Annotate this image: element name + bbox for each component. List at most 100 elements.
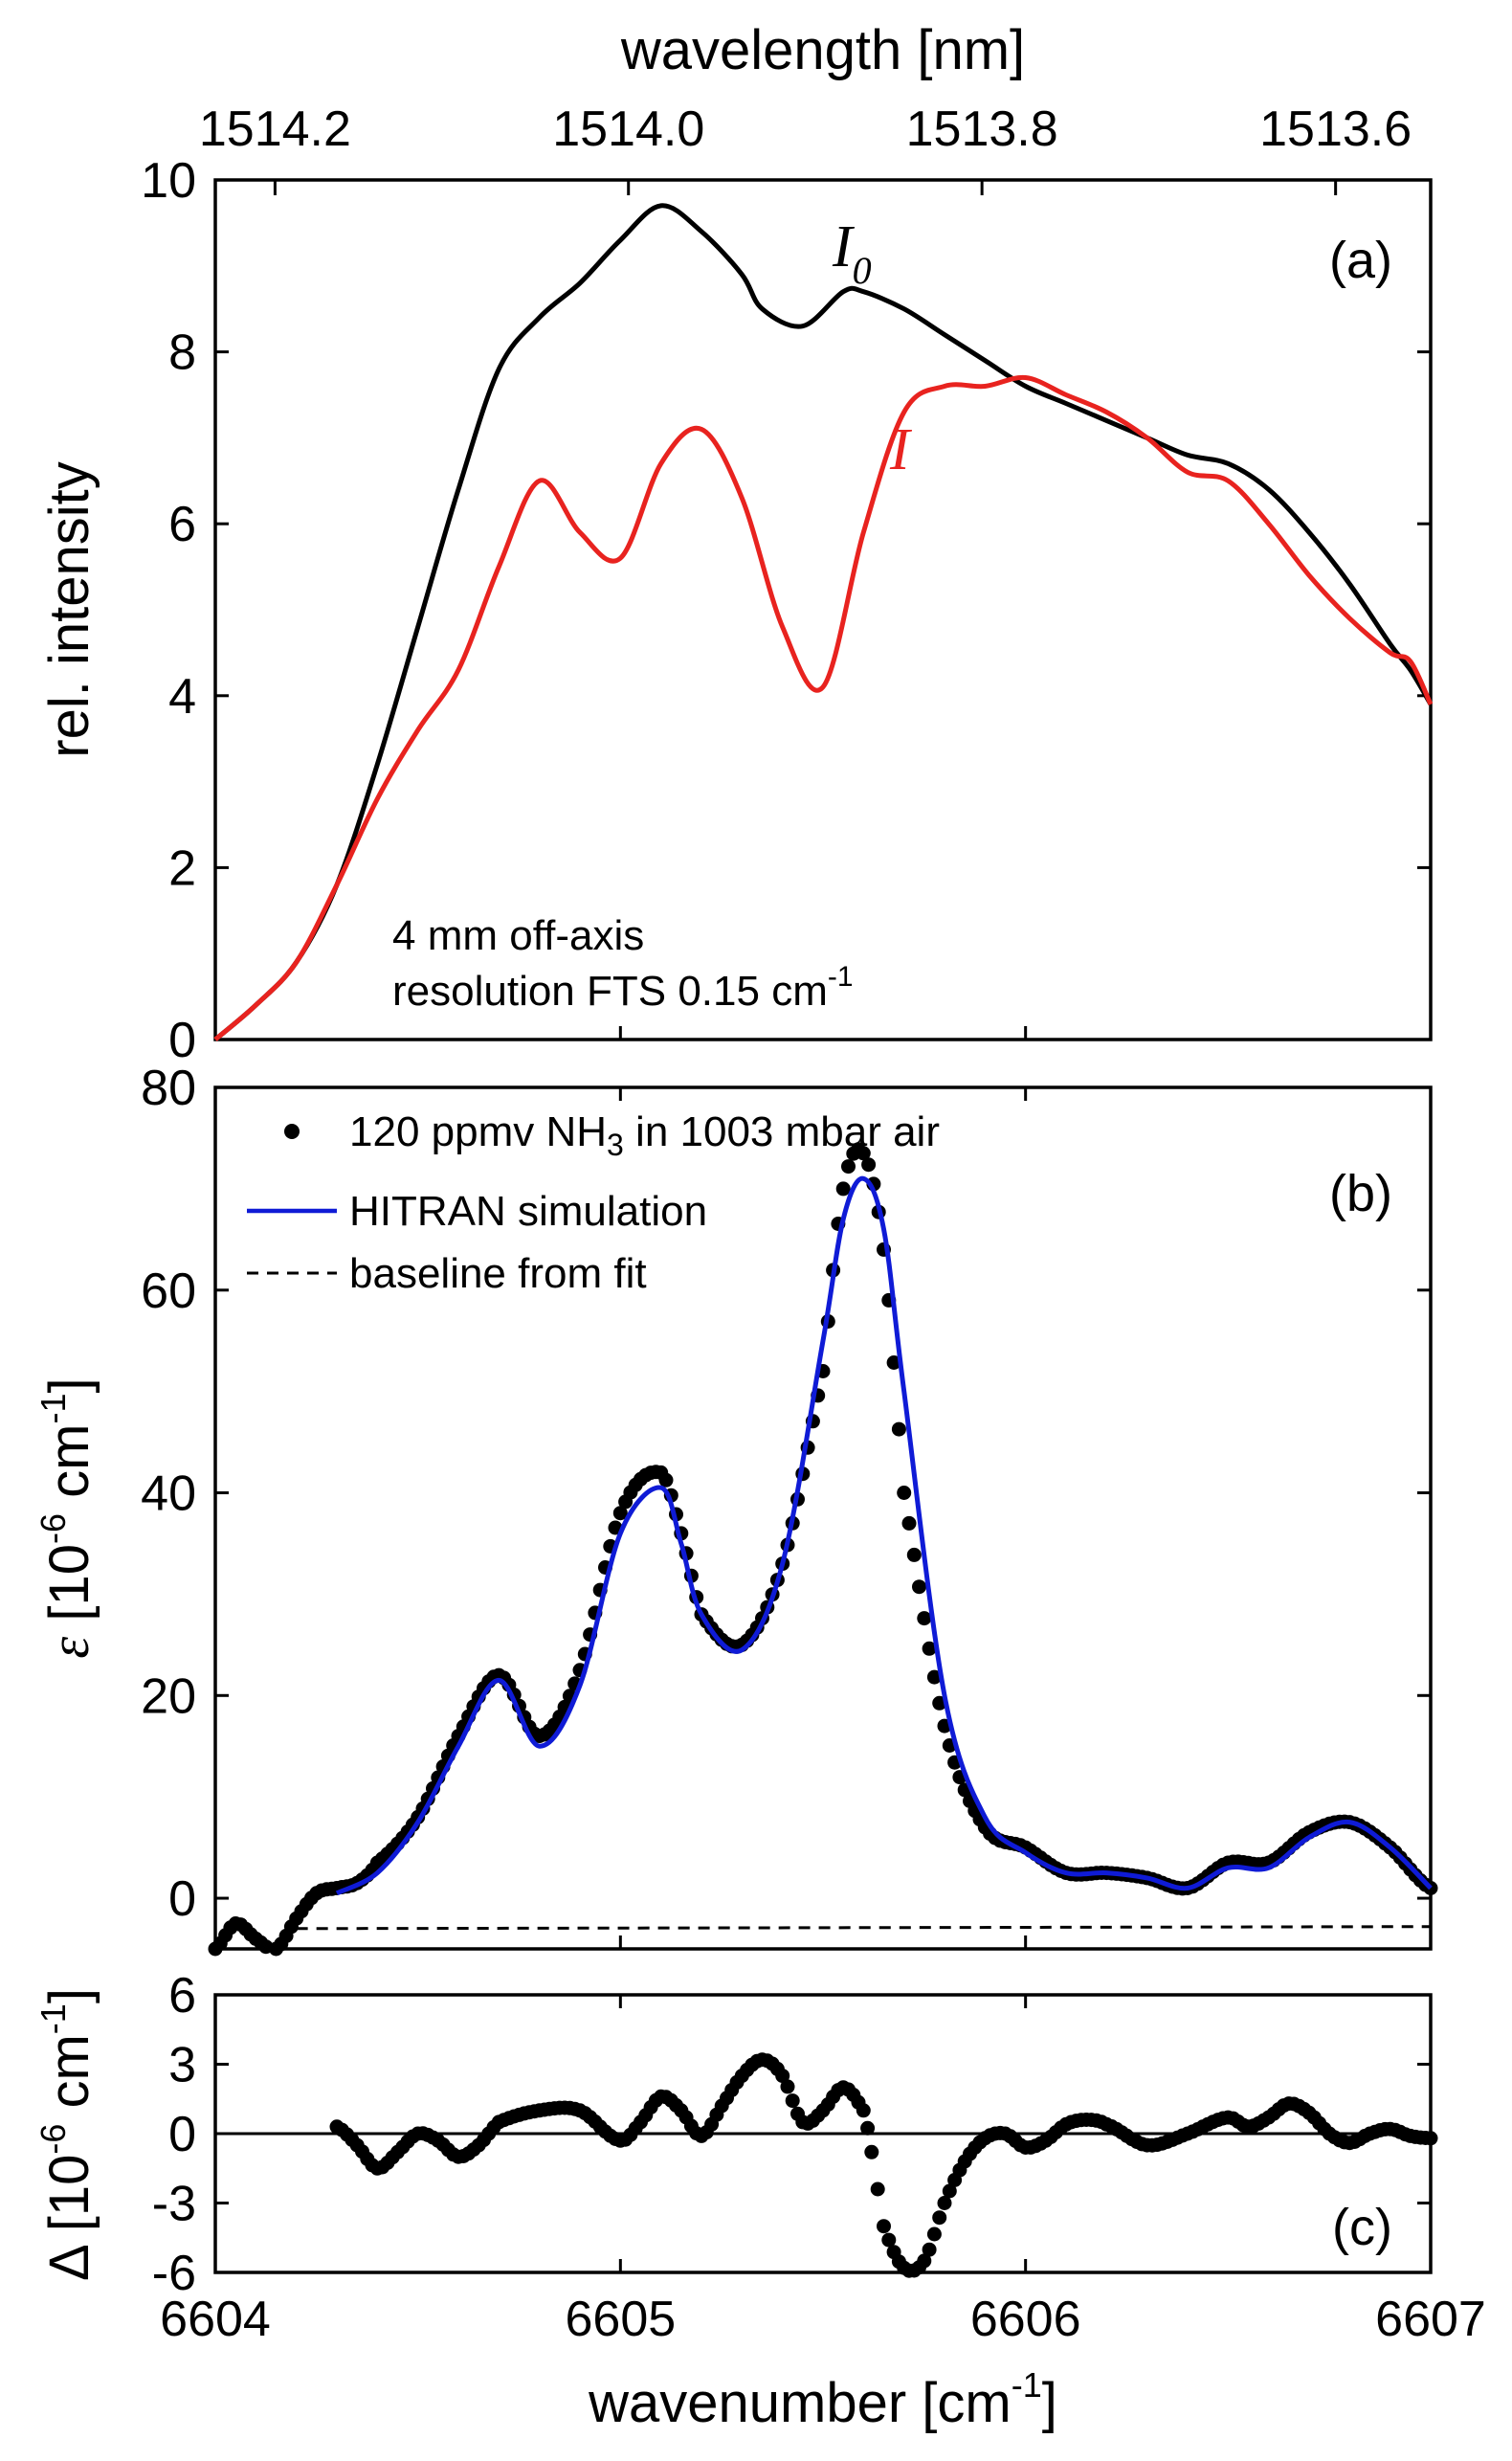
panel-c-point	[917, 2253, 932, 2269]
panel-b-point	[922, 1641, 937, 1656]
panel-a-label: (a)	[1329, 232, 1392, 289]
panel-c-ytick-label: -3	[152, 2177, 196, 2232]
ylabel-c-unit: cm	[38, 2034, 100, 2108]
ylabel-c-sup2: -1	[33, 2003, 73, 2034]
panel-c-label: (c)	[1332, 2199, 1392, 2256]
legend-dot-marker	[284, 1124, 300, 1139]
bottom-axis-title-sup: -1	[1012, 2365, 1042, 2405]
curve-label-i-main: I	[889, 417, 913, 482]
panel-a-frame	[213, 178, 1433, 1041]
panel-b-ticks: 0 20 40 60 80	[141, 1061, 1433, 1949]
bottom-axis-title-end: ]	[1042, 2372, 1057, 2434]
panel-b-ytick-label: 40	[141, 1466, 196, 1522]
bottom-xtick-label: 6607	[1375, 2292, 1486, 2347]
panel-c-point	[856, 2103, 871, 2118]
panel-b-point	[901, 1515, 917, 1531]
legend-measurement-sub: 3	[607, 1128, 624, 1162]
panel-c-ytick-label: 6	[168, 1968, 196, 2024]
panel-c-point	[870, 2181, 885, 2197]
ylabel-c-end: ]	[38, 1988, 100, 2003]
legend-measurement-tail: in 1003 mbar air	[624, 1108, 940, 1155]
ylabel-c-space	[38, 2231, 100, 2247]
panel-b-ytick-label: 80	[141, 1061, 196, 1116]
panel-c-point	[932, 2210, 947, 2226]
panel-b-frame	[213, 1085, 1433, 1951]
panel-b-point	[835, 1181, 851, 1197]
panel-c-ticks: -6 -3 0 3 6 6604 6605 6606 6607	[152, 1968, 1486, 2347]
panel-c-point	[942, 2183, 957, 2199]
ylabel-b: ε [10-6 cm-1]	[33, 1377, 100, 1658]
panel-c-point	[881, 2232, 897, 2248]
panel-a-i0-line	[213, 203, 1434, 1041]
legend-hitran: HITRAN simulation	[349, 1188, 707, 1235]
panel-b-point	[841, 1159, 856, 1175]
panel-b-point	[891, 1421, 906, 1437]
panel-c-point	[860, 2120, 876, 2136]
bottom-xtick-label: 6606	[970, 2292, 1081, 2347]
ylabel-b-symbol: ε	[38, 1637, 100, 1659]
panel-a-ytick-label: 2	[168, 840, 196, 896]
bottom-axis-title-main: wavenumber [cm	[588, 2372, 1012, 2434]
ylabel-b-space	[38, 1622, 100, 1637]
panel-a-ytick-label: 6	[168, 497, 196, 552]
panel-c-point	[1423, 2131, 1438, 2146]
panel-b-point	[897, 1486, 912, 1500]
panel-a-ytick-label: 8	[168, 325, 196, 381]
panel-c-point	[775, 2069, 790, 2084]
top-axis-title: wavelength [nm]	[620, 19, 1025, 81]
curve-label-i0: I0	[832, 214, 872, 292]
panel-c-point	[922, 2242, 937, 2257]
panel-c-ytick-label: 0	[168, 2107, 196, 2162]
bottom-xtick-label: 6604	[160, 2292, 271, 2347]
annotation-offaxis: 4 mm off-axis	[392, 912, 644, 959]
panel-b-label: (b)	[1329, 1165, 1392, 1222]
panel-b-point	[912, 1579, 926, 1595]
panel-b-ytick-label: 20	[141, 1668, 196, 1724]
legend-measurement: 120 ppmv NH3 in 1003 mbar air	[349, 1108, 940, 1162]
top-axis-tick-label: 1514.0	[552, 101, 704, 157]
ylabel-b-end: ]	[38, 1377, 100, 1393]
panel-b-point	[856, 1146, 871, 1161]
panel-b-series	[208, 1142, 1438, 1957]
panel-b-point	[926, 1669, 942, 1685]
curve-label-i0-main: I	[832, 214, 856, 280]
top-axis-tick-label: 1513.6	[1259, 101, 1412, 157]
panel-a-ytick-label: 0	[168, 1013, 196, 1068]
ylabel-b-unit: cm	[38, 1424, 100, 1498]
panel-b-ytick-label: 60	[141, 1264, 196, 1319]
ylabel-b-sup: -6	[33, 1513, 73, 1544]
bottom-axis-title: wavenumber [cm-1]	[588, 2365, 1057, 2434]
legend-baseline: baseline from fit	[349, 1250, 647, 1297]
panel-a-ticks: 0 2 4 6 8 10	[141, 153, 1433, 1068]
panel-c-series	[215, 2052, 1438, 2278]
ylabel-b-sup2: -1	[33, 1394, 73, 1424]
panel-c-ytick-label: -6	[152, 2246, 196, 2301]
ylabel-c-main: [10	[38, 2155, 100, 2232]
panel-b-point	[917, 1611, 932, 1626]
panel-c-point	[926, 2226, 942, 2242]
curve-label-i: I	[889, 417, 913, 482]
panel-b-point	[886, 1355, 901, 1370]
ylabel-c-gap	[38, 2109, 100, 2124]
panel-c-point	[937, 2196, 952, 2210]
panel-a-series	[213, 203, 1434, 1041]
panel-c-point	[785, 2093, 800, 2109]
panel-a-ytick-label: 4	[168, 669, 196, 725]
panel-b-ytick-label: 0	[168, 1871, 196, 1927]
panel-c-ytick-label: 3	[168, 2038, 196, 2093]
panel-b-point	[906, 1547, 922, 1562]
ylabel-c-sup: -6	[33, 2124, 73, 2155]
panel-c-point	[864, 2144, 879, 2159]
legend-b: 120 ppmv NH3 in 1003 mbar air HITRAN sim…	[247, 1108, 940, 1297]
curve-label-i0-sub: 0	[853, 249, 872, 292]
ylabel-a: rel. intensity	[38, 461, 100, 757]
panel-a-ytick-label: 10	[141, 153, 196, 209]
panel-c-point	[877, 2219, 891, 2234]
panel-c-point	[780, 2079, 795, 2094]
panel-b-point	[612, 1506, 628, 1521]
bottom-xtick-label: 6605	[565, 2292, 676, 2347]
top-axis-ticks: 1514.2 1514.0 1513.8 1513.6	[199, 101, 1412, 195]
top-axis-tick-label: 1513.8	[906, 101, 1058, 157]
ylabel-c: Δ [10-6 cm-1]	[33, 1988, 100, 2281]
